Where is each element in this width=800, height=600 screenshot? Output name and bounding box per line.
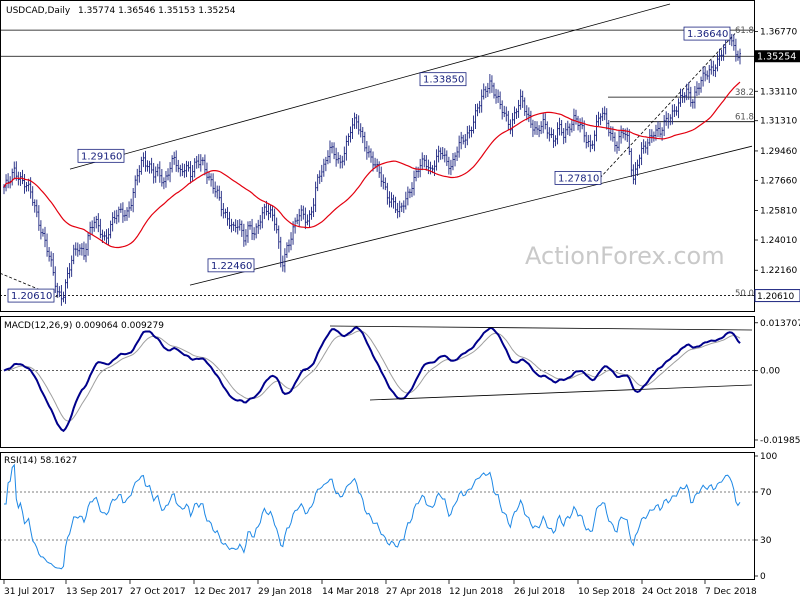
x-tick-label: 13 Sep 2017	[66, 587, 123, 597]
x-tick-label: 7 Dec 2018	[705, 587, 757, 597]
macd-tick-label: 0.013707	[760, 319, 800, 329]
x-tick-label: 12 Jun 2018	[449, 587, 503, 597]
macd-trend-line	[369, 384, 753, 401]
price-label: 1.20610	[11, 291, 52, 302]
y-tick-label: 1.25810	[760, 207, 797, 217]
trend-line	[189, 145, 753, 286]
price-label-box	[77, 148, 125, 163]
axes: 1.36770 1.33110 1.31310 1.29460 1.27660 1.258…	[3, 27, 800, 597]
rsi-panel-frame	[0, 452, 755, 580]
price-label: 1.33850	[423, 75, 464, 86]
rsi-tick-label: 0	[760, 572, 766, 582]
price-label: 1.36640	[687, 29, 728, 40]
price-label-box	[554, 171, 602, 185]
x-tick-label: 24 Oct 2018	[642, 587, 698, 597]
price-plot: 61.8 38.2 61.8 50.0 1.36640 1.33850 1.29160 1.2…	[0, 3, 754, 306]
y-tick-label: 1.36770	[760, 27, 797, 37]
watermark: ActionForex.com	[525, 242, 725, 270]
y-tick-label: 1.27660	[760, 176, 797, 186]
macd-signal-line	[3, 330, 741, 422]
x-tick-label: 10 Sep 2018	[578, 587, 635, 597]
price-label-box	[683, 26, 731, 41]
fibonacci-label: 50.0	[735, 289, 754, 299]
price-label-box	[207, 258, 255, 273]
rsi-line	[4, 463, 741, 570]
rsi-tick-label: 30	[760, 536, 772, 546]
ohlc-header: 1.35774 1.36546 1.35153 1.35254	[78, 6, 236, 16]
trend-line	[69, 3, 671, 170]
support-price-label: 1.20610	[757, 292, 794, 302]
macd-tick-label: -0.019852	[760, 436, 800, 446]
rsi-label: RSI(14) 58.1627	[4, 456, 77, 466]
macd-label: MACD(12,26,9) 0.009064 0.009279	[4, 321, 164, 331]
x-tick-label: 27 Apr 2018	[386, 587, 442, 597]
price-label: 1.29160	[81, 151, 122, 162]
moving-average-line	[3, 81, 741, 249]
fibonacci-label: 61.8	[735, 26, 754, 36]
macd-tick-label: 0.00	[760, 367, 780, 377]
macd-panel-frame	[0, 316, 755, 448]
support-price-tag	[754, 289, 800, 303]
macd-trend-line	[329, 325, 753, 331]
y-tick-label: 1.31310	[760, 117, 797, 127]
fibonacci-label: 61.8	[735, 113, 754, 123]
x-tick-label: 27 Oct 2017	[130, 587, 186, 597]
y-tick-label: 1.33110	[760, 87, 797, 97]
price-panel-frame	[0, 0, 755, 312]
y-tick-label: 1.29460	[760, 147, 797, 157]
x-tick-label: 14 Mar 2018	[322, 587, 379, 597]
x-tick-label: 29 Jan 2018	[258, 587, 312, 597]
macd-line	[3, 326, 741, 433]
x-tick-label: 26 Jul 2018	[514, 587, 565, 597]
price-label: 1.27810	[558, 173, 599, 184]
trend-line	[0, 272, 61, 299]
macd-plot: 0.013707 0.00 -0.019852	[0, 319, 800, 446]
y-tick-label: 1.22160	[760, 266, 797, 276]
rsi-plot: 100 70 30 0	[0, 452, 777, 582]
current-price-tag	[755, 50, 800, 63]
price-label-box	[419, 72, 467, 87]
chart-title: USDCAD,Daily	[6, 6, 71, 16]
rsi-tick-label: 70	[760, 488, 772, 498]
x-tick-label: 31 Jul 2017	[4, 587, 55, 597]
price-label-box	[7, 288, 55, 303]
trend-line	[599, 33, 736, 179]
current-price-label: 1.35254	[757, 52, 796, 63]
fibonacci-label: 38.2	[735, 88, 754, 98]
rsi-tick-label: 100	[760, 452, 777, 462]
price-label: 1.22460	[211, 261, 252, 272]
x-tick-label: 12 Dec 2017	[194, 587, 252, 597]
y-tick-label: 1.24010	[760, 236, 797, 246]
